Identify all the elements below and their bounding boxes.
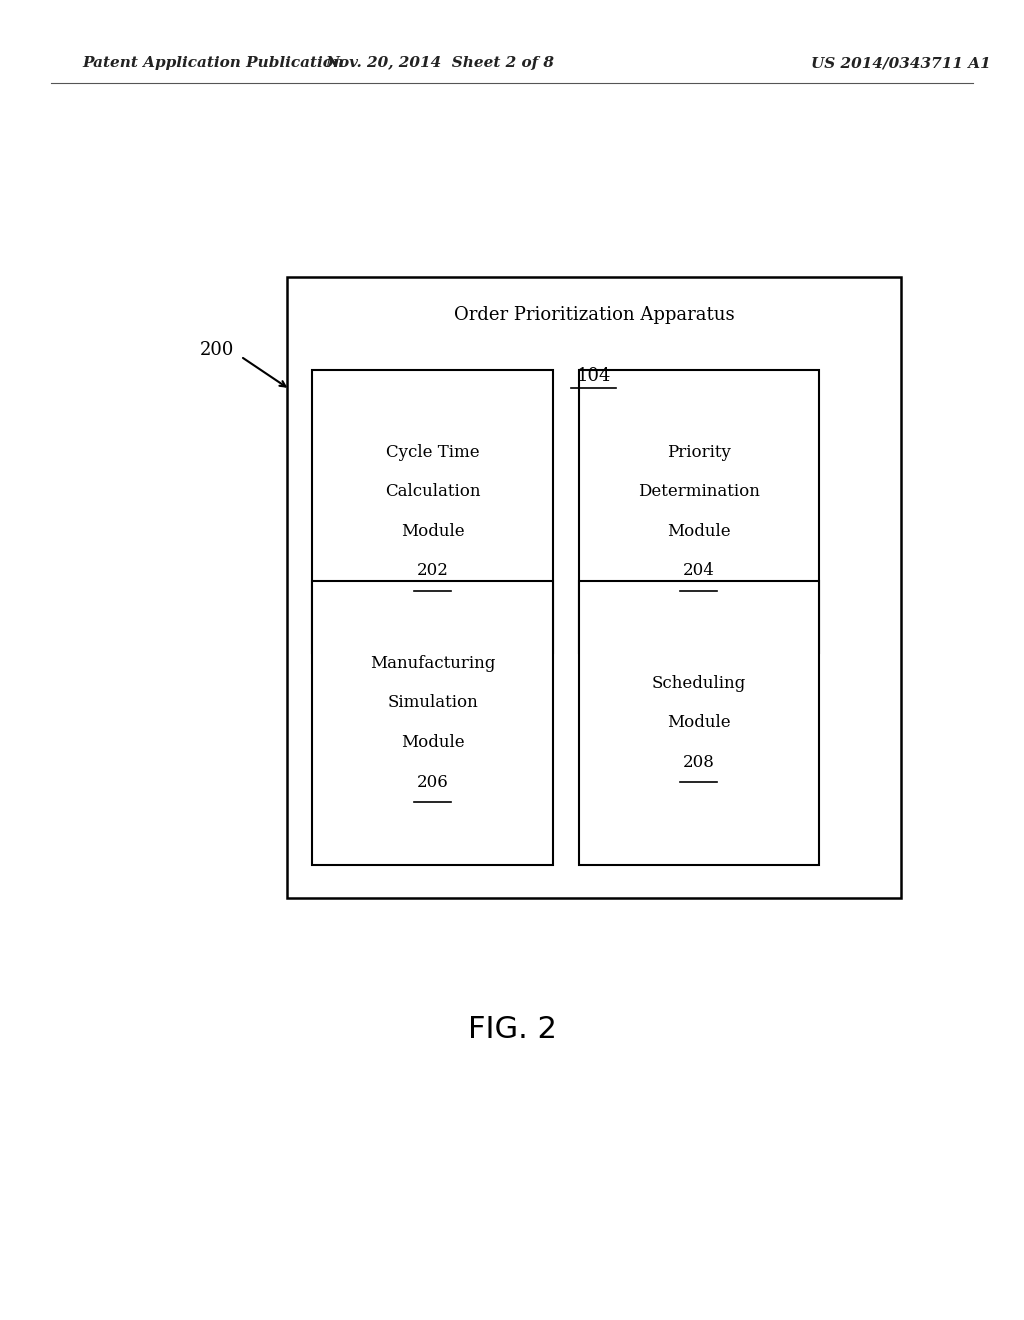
Text: 202: 202: [417, 562, 449, 579]
FancyBboxPatch shape: [312, 370, 553, 653]
FancyBboxPatch shape: [287, 277, 901, 898]
FancyBboxPatch shape: [579, 581, 819, 865]
Text: Scheduling: Scheduling: [651, 675, 746, 692]
Text: Patent Application Publication: Patent Application Publication: [82, 57, 344, 70]
Text: US 2014/0343711 A1: US 2014/0343711 A1: [811, 57, 991, 70]
Text: 200: 200: [200, 341, 234, 359]
FancyBboxPatch shape: [312, 581, 553, 865]
Text: Nov. 20, 2014  Sheet 2 of 8: Nov. 20, 2014 Sheet 2 of 8: [326, 57, 555, 70]
Text: Module: Module: [400, 523, 465, 540]
Text: FIG. 2: FIG. 2: [468, 1015, 556, 1044]
Text: Module: Module: [667, 714, 731, 731]
Text: Cycle Time: Cycle Time: [386, 444, 479, 461]
Text: Module: Module: [400, 734, 465, 751]
Text: 204: 204: [683, 562, 715, 579]
Text: Determination: Determination: [638, 483, 760, 500]
Text: 208: 208: [683, 754, 715, 771]
Text: 206: 206: [417, 774, 449, 791]
Text: 104: 104: [577, 367, 611, 385]
Text: Manufacturing: Manufacturing: [370, 655, 496, 672]
Text: Calculation: Calculation: [385, 483, 480, 500]
Text: Module: Module: [667, 523, 731, 540]
Text: Order Prioritization Apparatus: Order Prioritization Apparatus: [454, 306, 734, 325]
Text: Priority: Priority: [667, 444, 731, 461]
Text: Simulation: Simulation: [387, 694, 478, 711]
FancyBboxPatch shape: [579, 370, 819, 653]
